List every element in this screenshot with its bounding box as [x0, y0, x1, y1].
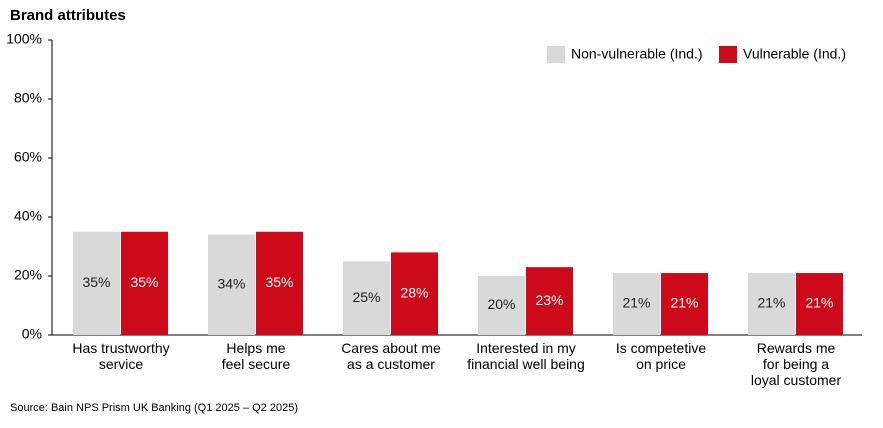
- x-tick-label: Has trustworthy service: [72, 340, 169, 372]
- chart-title: Brand attributes: [10, 7, 126, 24]
- y-tick-label: 80%: [14, 90, 42, 106]
- x-tick-label: Rewards me for being a loyal customer: [751, 340, 842, 388]
- bar: [661, 273, 708, 335]
- y-tick-label: 100%: [6, 31, 42, 47]
- value-label: 21%: [622, 295, 650, 311]
- bar: [748, 273, 795, 335]
- bar: [526, 267, 573, 335]
- bar: [613, 273, 660, 335]
- value-label: 35%: [265, 274, 293, 290]
- x-tick-label: Interested in my financial well being: [467, 340, 585, 372]
- value-label: 23%: [535, 292, 563, 308]
- value-label: 34%: [217, 276, 245, 292]
- bar: [391, 252, 438, 335]
- value-label: 20%: [487, 296, 515, 312]
- value-label: 35%: [130, 274, 158, 290]
- y-tick-label: 0%: [22, 326, 42, 342]
- value-label: 21%: [670, 295, 698, 311]
- legend-swatch: [719, 46, 737, 63]
- bar: [256, 231, 303, 335]
- y-tick-label: 40%: [14, 208, 42, 224]
- x-tick-label: Cares about me as a customer: [341, 340, 441, 372]
- bar: [796, 273, 843, 335]
- bar: [208, 234, 255, 335]
- legend-label: Vulnerable (Ind.): [743, 46, 846, 62]
- value-label: 21%: [805, 295, 833, 311]
- value-label: 35%: [82, 274, 110, 290]
- value-label: 25%: [352, 289, 380, 305]
- y-tick-label: 60%: [14, 149, 42, 165]
- x-tick-label: Helps me feel secure: [222, 340, 291, 372]
- legend-swatch: [547, 46, 565, 63]
- value-label: 21%: [757, 295, 785, 311]
- bar: [343, 261, 390, 335]
- y-tick-label: 20%: [14, 267, 42, 283]
- bar: [73, 231, 120, 335]
- value-label: 28%: [400, 284, 428, 300]
- legend-label: Non-vulnerable (Ind.): [571, 46, 703, 62]
- x-tick-label: Is competetive on price: [616, 340, 706, 372]
- bar: [121, 231, 168, 335]
- bar: [478, 276, 525, 335]
- source-note: Source: Bain NPS Prism UK Banking (Q1 20…: [10, 402, 298, 414]
